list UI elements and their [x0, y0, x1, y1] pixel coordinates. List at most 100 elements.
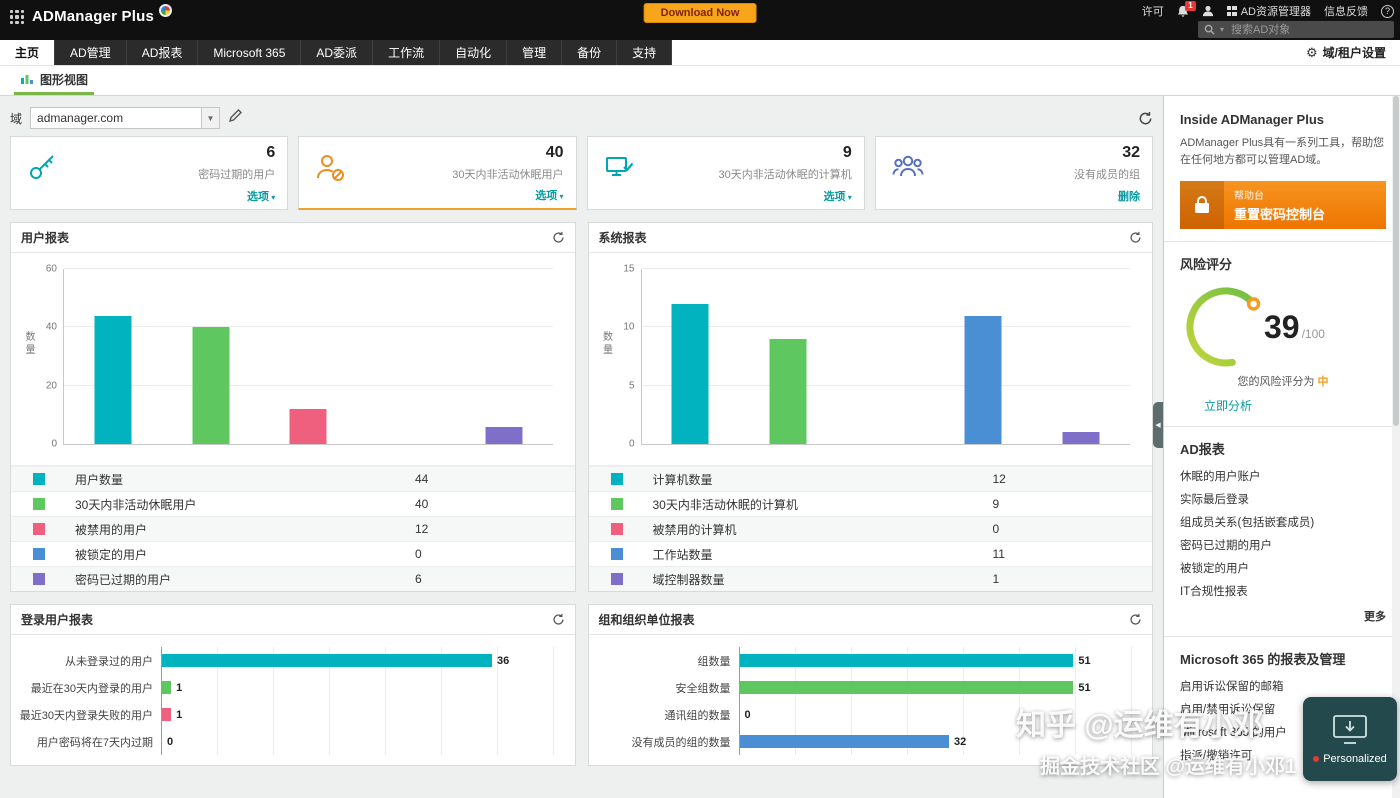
legend-row[interactable]: 30天内非活动休眠用户 40	[11, 491, 575, 516]
tab-AD管理[interactable]: AD管理	[55, 40, 127, 65]
legend-row[interactable]: 用户数量 44	[11, 466, 575, 491]
report-panel: 用户报表 数量 0 20 40 60 用户数量 44 30天内非活动休眠用户 40 被禁用的用户 12…	[10, 222, 576, 592]
bar[interactable]	[192, 327, 230, 444]
legend-row[interactable]: 被禁用的用户 12	[11, 516, 575, 541]
main-tabs: 主页 AD管理 AD报表 Microsoft 365 AD委派 工作流 自动化 管理 备份 支持	[0, 40, 673, 65]
legend-label: 密码已过期的用户	[75, 572, 172, 587]
legend-row[interactable]: 被禁用的计算机 0	[588, 516, 1152, 541]
bar[interactable]	[485, 426, 523, 444]
legend-row[interactable]: 30天内非活动休眠的计算机 9	[588, 491, 1152, 516]
tab-AD委派[interactable]: AD委派	[301, 40, 374, 65]
tab-AD报表[interactable]: AD报表	[126, 40, 199, 65]
ad-search-box[interactable]: ▾	[1198, 21, 1394, 38]
sidebar-link[interactable]: Microsoft 365 的用户	[1180, 727, 1287, 740]
bar[interactable]	[162, 708, 172, 721]
domain-settings-button[interactable]: ⚙ 域/租户设置	[1306, 40, 1400, 65]
bar[interactable]	[739, 681, 1074, 694]
more-link[interactable]: 更多	[1364, 611, 1386, 624]
tab-管理[interactable]: 管理	[507, 40, 563, 65]
search-input[interactable]	[1229, 22, 1388, 37]
help-icon[interactable]: ?	[1381, 4, 1394, 18]
license-link[interactable]: 许可	[1141, 6, 1164, 18]
tab-自动化[interactable]: 自动化	[440, 40, 508, 65]
domain-toolbar: 域 admanager.com ▼	[10, 102, 1153, 134]
download-now-button[interactable]: Download Now	[643, 3, 757, 23]
bar-area: 32	[738, 728, 1138, 755]
tab-Microsoft 365[interactable]: Microsoft 365	[198, 40, 302, 65]
notifications-button[interactable]: 1	[1177, 0, 1196, 18]
legend-value: 40	[415, 497, 429, 511]
bar[interactable]	[1062, 432, 1100, 444]
panel-header: 登录用户报表	[11, 605, 575, 635]
personalized-widget[interactable]: Personalized	[1303, 697, 1397, 781]
sidebar-link[interactable]: 密码已过期的用户	[1180, 540, 1272, 553]
bar[interactable]	[671, 304, 709, 444]
category-label: 最近在30天内登录的用户	[30, 682, 153, 695]
sidebar-link[interactable]: 组成员关系(包括嵌套成员)	[1180, 517, 1315, 530]
bar[interactable]	[289, 409, 327, 444]
bar[interactable]	[739, 654, 1074, 667]
summary-card[interactable]: 40 30天内非活动休眠用户 选项 ▾	[298, 136, 577, 210]
bar[interactable]	[964, 315, 1002, 444]
apps-grid-icon[interactable]	[10, 10, 24, 24]
legend-row[interactable]: 计算机数量 12	[588, 466, 1152, 491]
tab-graphic-view[interactable]: 图形视图	[14, 66, 95, 95]
chart-icon	[21, 75, 33, 84]
category-label: 最近30天内登录失败的用户	[19, 709, 153, 722]
refresh-icon[interactable]	[552, 231, 565, 244]
refresh-icon[interactable]	[1129, 231, 1142, 244]
feedback-link[interactable]: 信息反馈	[1324, 6, 1368, 18]
tab-主页[interactable]: 主页	[0, 40, 56, 65]
caret-down-icon[interactable]: ▼	[201, 108, 220, 128]
caret-down-icon[interactable]: ▾	[1220, 25, 1225, 34]
bar[interactable]	[769, 339, 807, 444]
sidebar-link[interactable]: 实际最后登录	[1180, 494, 1249, 507]
legend-row[interactable]: 被锁定的用户 0	[11, 541, 575, 566]
sidebar-link[interactable]: 启用/禁用诉讼保留	[1180, 704, 1276, 717]
helpdesk-banner[interactable]: 帮助台 重置密码控制台	[1180, 181, 1386, 230]
tab-工作流[interactable]: 工作流	[373, 40, 441, 65]
legend-value: 0	[992, 522, 1000, 536]
card-action-label: 选项	[823, 191, 846, 203]
summary-card[interactable]: 32 没有成员的组 删除	[874, 136, 1153, 210]
tab-支持[interactable]: 支持	[617, 40, 673, 65]
legend-row[interactable]: 密码已过期的用户 6	[11, 566, 575, 591]
y-tick-label: 60	[45, 263, 57, 275]
ad-explorer-menu[interactable]: AD资源管理器	[1226, 3, 1311, 19]
risk-score-value: 39	[1264, 308, 1300, 345]
y-tick-label: 0	[628, 438, 635, 450]
card-action-link[interactable]: 选项 ▾	[824, 188, 852, 204]
summary-card[interactable]: 6 密码过期的用户 选项 ▾	[10, 136, 289, 210]
analyze-now-link[interactable]: 立即分析	[1204, 399, 1253, 414]
domain-select[interactable]: admanager.com ▼	[30, 107, 221, 129]
sidebar-link[interactable]: 被锁定的用户	[1180, 563, 1249, 576]
card-action-link[interactable]: 删除	[1118, 188, 1140, 204]
summary-card[interactable]: 9 30天内非活动休眠的计算机 选项 ▾	[586, 136, 865, 210]
sidebar-link[interactable]: 指派/撤销许可	[1180, 750, 1253, 763]
account-button[interactable]	[1202, 5, 1214, 17]
sidebar-link[interactable]: IT合规性报表	[1180, 586, 1248, 599]
legend-value: 12	[415, 522, 429, 536]
card-action-link[interactable]: 选项 ▾	[247, 188, 275, 204]
card-action-link[interactable]: 选项 ▾	[535, 187, 563, 203]
refresh-icon[interactable]	[1129, 613, 1142, 626]
legend-row[interactable]: 域控制器数量 1	[588, 566, 1152, 591]
bar[interactable]	[94, 315, 132, 444]
legend-value: 44	[415, 472, 429, 486]
refresh-icon[interactable]	[552, 613, 565, 626]
page-scrollbar[interactable]	[1392, 96, 1400, 798]
tab-备份[interactable]: 备份	[562, 40, 618, 65]
bar[interactable]	[739, 735, 949, 748]
refresh-dashboard-button[interactable]	[1138, 111, 1153, 126]
chart-legend: 计算机数量 12 30天内非活动休眠的计算机 9 被禁用的计算机 0 工作站数量 11 域控制器…	[588, 465, 1152, 591]
bar[interactable]	[162, 681, 172, 694]
edit-domain-button[interactable]	[228, 108, 243, 128]
bar[interactable]	[162, 654, 492, 667]
sidebar-collapse-handle[interactable]: ◀	[1153, 402, 1163, 448]
scrollbar-thumb[interactable]	[1393, 96, 1399, 426]
legend-label: 用户数量	[75, 472, 124, 487]
legend-row[interactable]: 工作站数量 11	[588, 541, 1152, 566]
sidebar-link[interactable]: 启用诉讼保留的邮箱	[1180, 681, 1284, 694]
sidebar-link[interactable]: 休眠的用户账户	[1180, 471, 1261, 484]
category-label: 通讯组的数量	[664, 709, 731, 722]
